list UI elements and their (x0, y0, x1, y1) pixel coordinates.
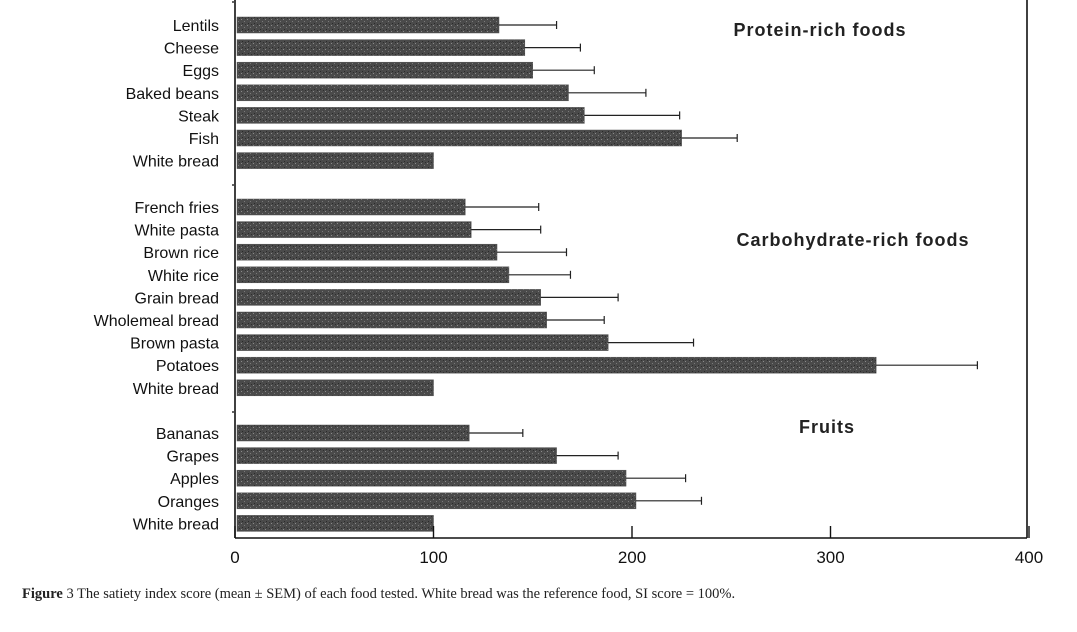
bar (236, 129, 682, 147)
category-label: White pasta (135, 223, 220, 240)
category-label: Bananas (156, 426, 219, 443)
bar (236, 107, 585, 124)
bar (236, 515, 434, 532)
category-label: Oranges (158, 494, 219, 511)
category-label: Grain bread (135, 290, 220, 307)
bar (236, 289, 541, 306)
axes: 0 100 200 300 400 (230, 0, 1043, 567)
x-tick-label: 100 (419, 548, 447, 567)
bars-layer (236, 16, 978, 532)
x-tick-label: 0 (230, 548, 239, 567)
satiety-chart: Lentils Cheese Eggs Baked beans Steak Fish Whi… (94, 0, 1043, 567)
category-label: Baked beans (126, 86, 219, 103)
bar (236, 379, 434, 397)
category-label: Brown pasta (130, 336, 219, 353)
category-label: Grapes (167, 449, 219, 466)
category-label: Fish (189, 131, 219, 148)
category-label: Lentils (173, 18, 219, 35)
figure-caption: Figure 3 The satiety index score (mean ±… (22, 585, 1072, 604)
category-label: White rice (148, 268, 219, 285)
category-label: Wholemeal bread (94, 313, 219, 330)
bar (236, 198, 466, 216)
category-labels: Lentils Cheese Eggs Baked beans Steak Fish Whi… (94, 18, 220, 533)
category-label: Potatoes (156, 358, 219, 375)
x-tick-label: 200 (618, 548, 646, 567)
category-label: White bread (133, 516, 219, 533)
category-label: Brown rice (143, 245, 219, 262)
bar (236, 311, 547, 329)
group-title: Fruits (799, 417, 855, 437)
group-title: Protein-rich foods (733, 20, 906, 40)
category-label: Steak (178, 108, 220, 125)
bar (236, 469, 627, 487)
x-tick-label: 300 (816, 548, 844, 567)
bar (236, 84, 569, 102)
category-label: Eggs (183, 63, 219, 80)
bar (236, 152, 434, 169)
category-label: White bread (133, 381, 219, 398)
bar (236, 61, 533, 79)
caption-label: Figure (22, 586, 63, 602)
bar (236, 334, 609, 351)
bar (236, 447, 557, 464)
bar (236, 266, 510, 284)
category-label: Cheese (164, 41, 219, 58)
bar (236, 356, 877, 374)
bar (236, 243, 498, 261)
category-label: French fries (135, 200, 219, 217)
group-titles: Protein-rich foods Carbohydrate-rich food… (733, 20, 969, 437)
bar (236, 424, 470, 442)
bar (236, 492, 637, 510)
group-title: Carbohydrate-rich foods (736, 230, 969, 250)
bar (236, 39, 526, 56)
category-label: Apples (170, 471, 219, 488)
x-tick-label: 400 (1015, 548, 1043, 567)
bar (236, 16, 500, 34)
category-label: White bread (133, 154, 219, 171)
caption-text: 3 The satiety index score (mean ± SEM) o… (62, 586, 736, 602)
bar (236, 221, 472, 238)
